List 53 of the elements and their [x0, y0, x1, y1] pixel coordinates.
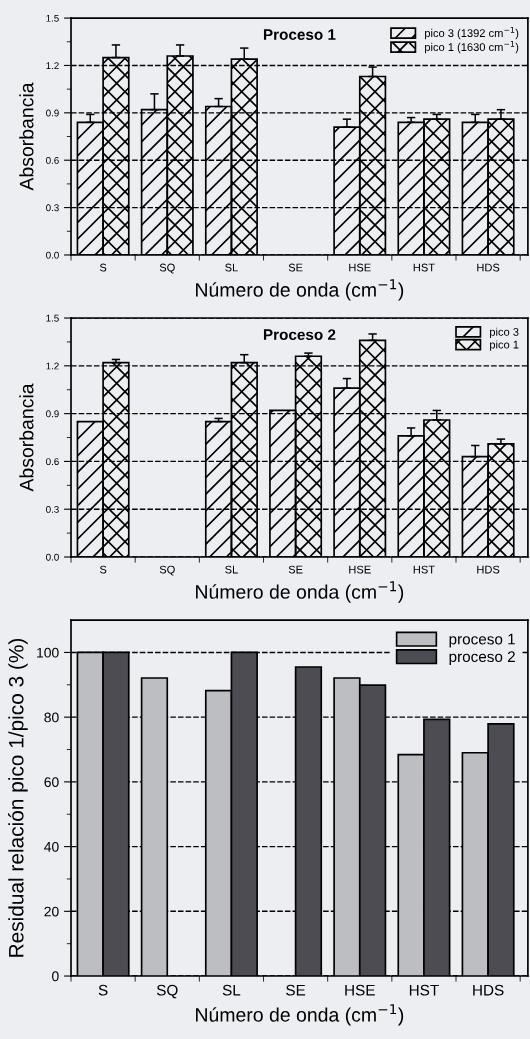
legend-label: proceso 2 [449, 651, 515, 666]
x-tick-label: SL [222, 984, 241, 996]
legend-label: pico 1 [490, 340, 519, 351]
y-tick-label: 1.5 [46, 14, 59, 22]
y-tick-label: 100 [37, 647, 59, 658]
y-tick-label: 0.3 [46, 204, 59, 212]
y-tick-label: 40 [44, 841, 59, 852]
y-tick-label: 1.5 [46, 314, 59, 322]
x-tick-label: SE [288, 565, 303, 574]
y-tick-label: 20 [44, 906, 59, 917]
y-tick-label: 60 [44, 777, 59, 788]
y-tick-label: 80 [44, 712, 59, 723]
x-tick-label: HDS [477, 565, 500, 574]
legend-label: pico 1 (1630 cm$^{−1}$) [425, 40, 519, 54]
y-tick-label: 1.2 [46, 362, 59, 370]
x-tick-label: HST [409, 984, 439, 996]
x-tick-label: HDS [477, 263, 500, 272]
text: Proceso 1 [263, 29, 336, 40]
x-tick-label: HSE [349, 263, 371, 272]
y-axis-title: Absorbancia [19, 383, 34, 492]
x-tick-label: S [99, 263, 107, 272]
x-tick-label: SL [225, 565, 238, 574]
x-tick-label: SE [288, 263, 303, 272]
text: Proceso 2 [263, 329, 336, 341]
x-axis-title: Número de onda (cm$^{−1}$) [196, 581, 404, 603]
x-tick-label: HSE [345, 984, 375, 996]
x-tick-label: HST [413, 565, 435, 574]
y-axis-title: Residual relación pico 1/pico 3 (%) [8, 638, 28, 957]
x-axis-title: Número de onda (cm$^{−1}$) [196, 1004, 404, 1026]
x-tick-label: HDS [473, 984, 504, 996]
x-tick-label: SQ [156, 984, 178, 999]
y-tick-label: 0.6 [46, 156, 59, 164]
y-tick-label: 1.2 [46, 62, 59, 69]
x-tick-label: SQ [159, 263, 175, 274]
x-tick-label: HSE [349, 565, 371, 574]
y-tick-label: 0.3 [46, 505, 59, 513]
y-tick-label: 0.9 [46, 410, 59, 418]
y-tick-label: 0.0 [46, 251, 59, 259]
x-axis-title: Número de onda (cm$^{−1}$) [196, 279, 404, 301]
x-tick-label: S [98, 984, 108, 996]
y-tick-label: 0.6 [46, 458, 59, 466]
y-tick-label: 0 [52, 971, 59, 982]
legend-label: proceso 1 [449, 633, 515, 648]
legend-label: pico 3 [490, 327, 519, 339]
legend-label: pico 3 (1392 cm$^{−1}$) [425, 26, 519, 40]
x-tick-label: S [99, 565, 107, 574]
y-tick-label: 0.9 [46, 109, 59, 117]
x-tick-label: SQ [159, 565, 175, 576]
x-tick-label: SL [225, 263, 238, 272]
y-tick-label: 0.0 [46, 553, 59, 561]
y-axis-title: Absorbancia [19, 82, 34, 191]
x-tick-label: HST [413, 263, 435, 272]
x-tick-label: SE [286, 984, 306, 996]
